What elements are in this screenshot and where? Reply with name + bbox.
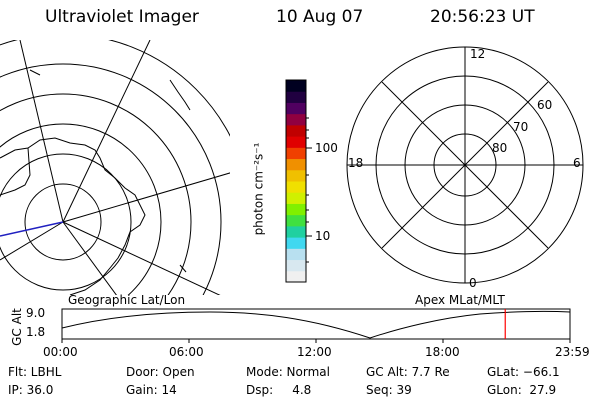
colorbar-segment <box>286 225 306 238</box>
altitude-curve <box>61 310 571 339</box>
dsp-info: Dsp: 4.8 <box>246 383 312 397</box>
colorbar-segment <box>286 136 306 148</box>
date-label: 10 Aug 07 <box>276 7 364 27</box>
longitude-line <box>62 221 117 295</box>
longitude-line <box>62 40 151 223</box>
latitude-circle <box>0 123 162 295</box>
mlat-ring-label: 70 <box>513 120 529 134</box>
mlt-label-left: 18 <box>348 156 364 170</box>
gc-alt-info: GC Alt: 7.7 Re <box>366 365 450 379</box>
latitude-circle <box>0 93 192 295</box>
ip-info: IP: 36.0 <box>8 383 54 397</box>
colorbar-segment <box>286 80 306 92</box>
filter-info: Flt: LBHL <box>8 365 62 379</box>
terminator-line <box>0 221 64 237</box>
colorbar-segment <box>286 102 306 115</box>
timeline-tick-label: 18:00 <box>425 345 460 359</box>
timeline-tick-label: 00:00 <box>43 345 78 359</box>
coastline <box>179 264 187 273</box>
colorbar-segment <box>286 203 306 216</box>
timeline-tick-label: 23:59 <box>555 345 590 359</box>
timeline-y-top: 9.0 <box>26 306 46 320</box>
timeline-right-label: Apex MLat/MLT <box>415 293 505 307</box>
colorbar-segment <box>286 181 306 193</box>
time-label: 20:56:23 UT <box>430 7 535 27</box>
longitude-line <box>62 221 221 295</box>
timeline-tick-label: 06:00 <box>169 345 204 359</box>
mlt-label-bottom: 0 <box>469 276 477 290</box>
coastline <box>169 79 191 111</box>
colorbar-segment <box>286 248 306 261</box>
seq-info: Seq: 39 <box>366 383 412 397</box>
glat-info: GLat: −66.1 <box>487 365 560 379</box>
door-info: Door: Open <box>126 365 195 379</box>
mlt-label-top: 12 <box>470 47 486 61</box>
longitude-line <box>62 172 230 223</box>
colorbar-segment <box>286 259 306 272</box>
colorbar-tick-10: 10 <box>315 229 331 243</box>
colorbar-tick-100: 100 <box>315 141 338 155</box>
app-title: Ultraviolet Imager <box>45 7 199 27</box>
coastline <box>0 137 146 295</box>
colorbar-segment <box>286 91 306 103</box>
latitude-circle <box>0 153 132 291</box>
mlat-ring-label: 80 <box>492 141 508 155</box>
colorbar-segment <box>286 113 306 126</box>
colorbar-segment <box>286 237 306 249</box>
glon-info: GLon: 27.9 <box>487 383 557 397</box>
colorbar-segment <box>286 214 306 227</box>
gain-info: Gain: 14 <box>126 383 177 397</box>
mode-info: Mode: Normal <box>246 365 330 379</box>
mlt-label-right: 6 <box>573 156 581 170</box>
polar-diagonal <box>381 81 549 249</box>
latitude-circle <box>0 63 222 295</box>
colorbar-segment <box>286 147 306 160</box>
colorbar-segment <box>286 124 306 137</box>
latitude-circle <box>24 183 102 261</box>
coastline <box>29 69 41 76</box>
timeline-left-label: Geographic Lat/Lon <box>68 293 186 307</box>
colorbar-segment <box>286 158 306 171</box>
mlat-ring-label: 60 <box>537 98 553 112</box>
colorbar-segment <box>286 169 306 182</box>
longitude-line <box>19 40 64 223</box>
longitude-line <box>0 221 64 261</box>
coastline <box>0 147 31 196</box>
timeline-tick-label: 12:00 <box>297 345 332 359</box>
timeline-y-bottom: 1.8 <box>26 325 46 339</box>
colorbar-segment <box>286 192 306 204</box>
colorbar-segment <box>286 270 306 283</box>
